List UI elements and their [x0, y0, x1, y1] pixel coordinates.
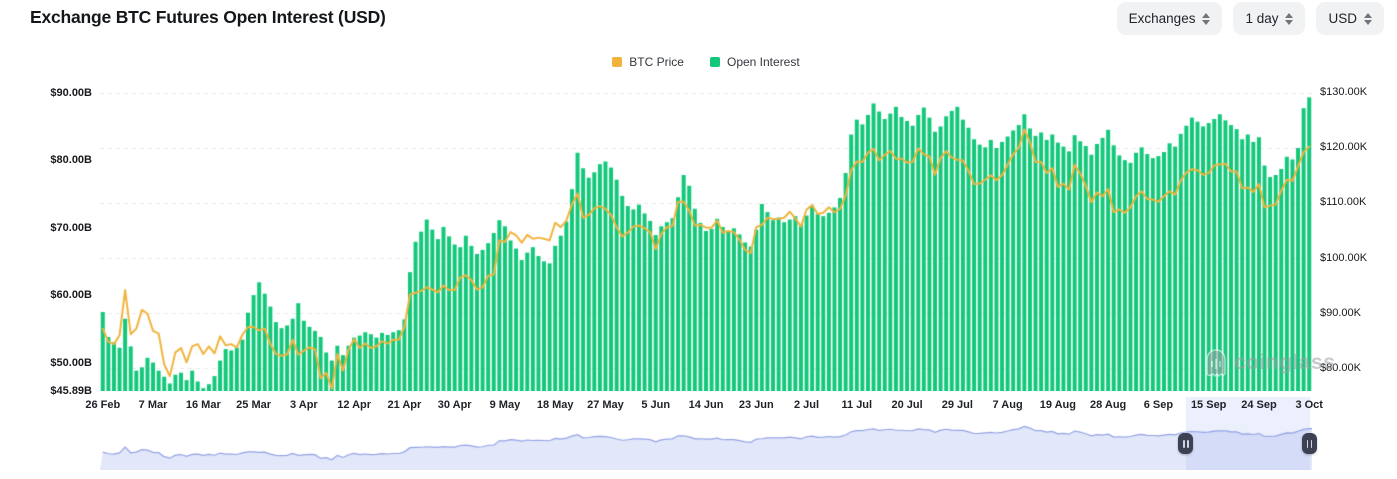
- x-axis-tick: 14 Jun: [688, 399, 724, 411]
- x-axis-tick: 29 Jul: [941, 399, 973, 411]
- navigator-left-handle[interactable]: [1178, 433, 1194, 454]
- legend-item-open-interest[interactable]: Open Interest: [709, 55, 800, 69]
- x-axis-tick: 30 Apr: [437, 399, 472, 411]
- btc-price-swatch-icon: [612, 57, 623, 67]
- x-axis-tick: 5 Jun: [641, 399, 671, 411]
- currency-dropdown-label: USD: [1328, 11, 1357, 26]
- y-axis-left-tick: $45.89B: [50, 384, 92, 397]
- y-axis-left-tick: $60.00B: [50, 289, 92, 302]
- navigator-canvas[interactable]: [100, 422, 1312, 470]
- x-axis-tick: 2 Jul: [793, 399, 820, 411]
- x-axis-tick: 15 Sep: [1190, 399, 1227, 411]
- x-axis-tick: 20 Jul: [891, 399, 923, 411]
- sort-arrows-icon: [1285, 12, 1294, 25]
- x-axis-tick: 19 Aug: [1039, 399, 1076, 411]
- page-title: Exchange BTC Futures Open Interest (USD): [30, 7, 386, 27]
- x-axis-tick: 7 Mar: [138, 399, 168, 411]
- y-axis-right-tick: $120.00K: [1320, 141, 1368, 154]
- x-axis-tick: 9 May: [489, 399, 521, 411]
- interval-dropdown[interactable]: 1 day: [1233, 2, 1306, 35]
- y-axis-left-tick: $50.00B: [50, 356, 92, 369]
- x-axis-tick: 11 Jul: [841, 399, 873, 411]
- y-axis-left-tick: $80.00B: [50, 154, 92, 167]
- x-axis-tick: 24 Sep: [1241, 399, 1277, 411]
- y-axis-left-tick: $90.00B: [50, 86, 92, 99]
- chart-legend: BTC Price Open Interest: [100, 55, 1312, 69]
- main-chart-canvas[interactable]: [100, 92, 1312, 391]
- exchanges-dropdown[interactable]: Exchanges: [1116, 2, 1223, 35]
- x-axis-tick: 18 May: [536, 399, 574, 411]
- navigator-right-handle[interactable]: [1302, 433, 1318, 454]
- x-axis-tick: 21 Apr: [387, 399, 422, 411]
- x-axis-tick: 16 Mar: [185, 399, 221, 411]
- y-axis-right-tick: $80.00K: [1320, 361, 1361, 374]
- x-axis-tick: 7 Aug: [992, 399, 1023, 411]
- y-axis-right-tick: $100.00K: [1320, 251, 1368, 264]
- x-axis-tick: 28 Aug: [1089, 399, 1127, 411]
- open-interest-swatch-icon: [709, 57, 720, 67]
- interval-dropdown-label: 1 day: [1245, 11, 1279, 26]
- currency-dropdown[interactable]: USD: [1316, 2, 1384, 35]
- legend-label-open-interest: Open Interest: [726, 55, 800, 69]
- y-axis-right-tick: $90.00K: [1320, 306, 1361, 319]
- x-axis-tick: 25 Mar: [236, 399, 272, 411]
- x-axis-tick: 23 Jun: [738, 399, 774, 411]
- sort-arrows-icon: [1202, 12, 1211, 25]
- x-axis-tick: 27 May: [587, 399, 624, 411]
- x-axis-tick: 3 Apr: [290, 399, 318, 411]
- x-axis-tick: 3 Oct: [1295, 399, 1323, 411]
- sort-arrows-icon: [1364, 12, 1372, 25]
- x-axis-tick: 26 Feb: [85, 399, 121, 411]
- legend-item-btc-price[interactable]: BTC Price: [612, 55, 684, 69]
- legend-label-btc-price: BTC Price: [629, 55, 684, 69]
- navigator-selection-overlay[interactable]: [1185, 397, 1310, 470]
- x-axis-tick: 12 Apr: [337, 399, 372, 411]
- exchanges-dropdown-label: Exchanges: [1128, 11, 1196, 26]
- x-axis-tick: 6 Sep: [1143, 399, 1174, 411]
- chart-controls: Exchanges 1 day USD: [1116, 2, 1384, 35]
- y-axis-right-tick: $110.00K: [1320, 196, 1367, 209]
- y-axis-right-tick: $130.00K: [1320, 86, 1368, 99]
- y-axis-left-tick: $70.00B: [50, 221, 92, 234]
